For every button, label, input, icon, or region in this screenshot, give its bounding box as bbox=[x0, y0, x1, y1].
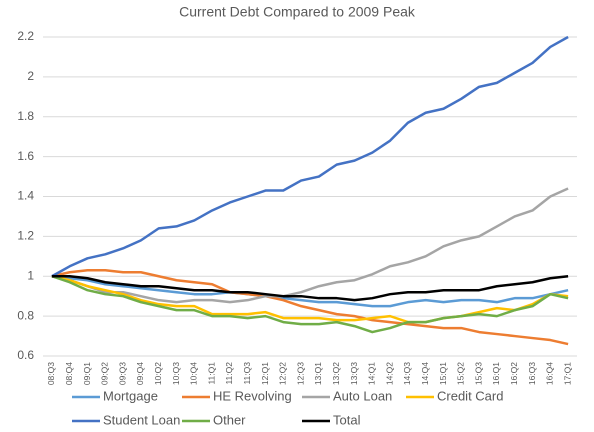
y-tick-label: 1.6 bbox=[17, 149, 34, 163]
x-tick-label: 16:Q2 bbox=[509, 362, 519, 385]
x-tick-label: 13:Q1 bbox=[313, 362, 323, 385]
chart-title: Current Debt Compared to 2009 Peak bbox=[179, 4, 416, 20]
x-tick-label: 08:Q3 bbox=[46, 362, 56, 385]
x-tick-label: 14:Q2 bbox=[384, 362, 394, 385]
y-tick-label: 0.6 bbox=[17, 348, 34, 362]
x-tick-label: 09:Q4 bbox=[135, 362, 145, 385]
y-tick-label: 1.8 bbox=[17, 109, 34, 123]
x-tick-label: 16:Q4 bbox=[545, 362, 555, 385]
x-tick-label: 11:Q1 bbox=[206, 362, 216, 385]
legend-label: Mortgage bbox=[103, 388, 158, 403]
x-tick-label: 09:Q1 bbox=[82, 362, 92, 385]
x-tick-label: 13:Q2 bbox=[331, 362, 341, 385]
legend-label: HE Revolving bbox=[213, 388, 292, 403]
x-tick-label: 08:Q4 bbox=[64, 362, 74, 385]
series-line bbox=[51, 275, 569, 308]
x-tick-label: 11:Q3 bbox=[242, 362, 252, 385]
y-tick-label: 1 bbox=[27, 268, 34, 282]
series-line bbox=[51, 269, 569, 346]
y-tick-label: 1.2 bbox=[17, 229, 34, 243]
y-tick-label: 0.8 bbox=[17, 308, 34, 322]
x-tick-label: 10:Q3 bbox=[171, 362, 181, 385]
x-tick-label: 14:Q3 bbox=[402, 362, 412, 385]
y-tick-label: 2 bbox=[27, 69, 34, 83]
y-tick-label: 2.2 bbox=[17, 29, 34, 43]
x-tick-label: 15:Q3 bbox=[473, 362, 483, 385]
x-tick-label: 10:Q4 bbox=[189, 362, 199, 385]
legend-label: Credit Card bbox=[437, 388, 503, 403]
x-tick-label: 16:Q3 bbox=[527, 362, 537, 385]
series-line bbox=[51, 275, 569, 302]
legend-label: Other bbox=[213, 412, 246, 427]
x-tick-label: 15:Q2 bbox=[456, 362, 466, 385]
x-tick-label: 16:Q1 bbox=[491, 362, 501, 385]
x-tick-label: 13:Q3 bbox=[349, 362, 359, 385]
y-tick-label: 1.4 bbox=[17, 189, 34, 203]
legend-label: Auto Loan bbox=[333, 388, 392, 403]
legend-label: Student Loan bbox=[103, 412, 180, 427]
series-line bbox=[51, 35, 569, 278]
series-line bbox=[51, 187, 569, 304]
series-line bbox=[51, 275, 569, 324]
x-tick-label: 11:Q2 bbox=[224, 362, 234, 385]
x-tick-label: 17:Q1 bbox=[562, 362, 572, 385]
x-tick-label: 09:Q3 bbox=[117, 362, 127, 385]
legend-label: Total bbox=[333, 412, 361, 427]
x-tick-label: 10:Q2 bbox=[153, 362, 163, 385]
x-tick-label: 12:Q1 bbox=[260, 362, 270, 385]
series-line bbox=[51, 275, 569, 334]
x-tick-label: 12:Q2 bbox=[278, 362, 288, 385]
x-tick-label: 14:Q4 bbox=[420, 362, 430, 385]
x-tick-label: 12:Q3 bbox=[295, 362, 305, 385]
x-tick-label: 09:Q2 bbox=[100, 362, 110, 385]
x-tick-label: 15:Q1 bbox=[438, 362, 448, 385]
x-tick-label: 14:Q1 bbox=[367, 362, 377, 385]
